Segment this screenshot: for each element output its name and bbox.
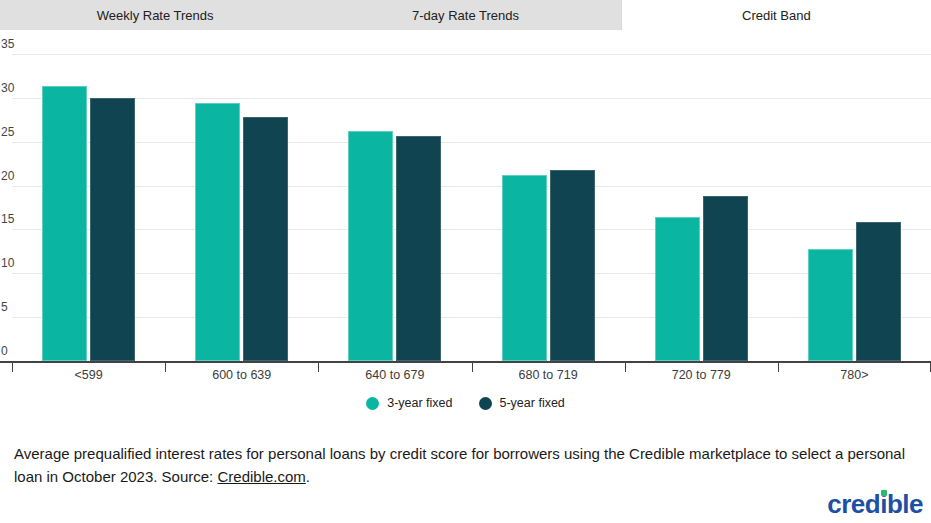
y-axis-label-30: 30 xyxy=(1,82,14,94)
bar-chart: 0 5 10 15 20 25 30 35 <599600 to 639640 to 67968… xyxy=(0,30,931,422)
bar-5-year-fixed-4[interactable] xyxy=(550,170,595,361)
bar-5-year-fixed-2[interactable] xyxy=(243,117,288,361)
gridline-25 xyxy=(12,142,931,143)
x-axis-tick-0 xyxy=(12,363,13,372)
bar-3-year-fixed-1[interactable] xyxy=(42,86,87,361)
x-axis-tick-2 xyxy=(318,363,319,372)
bar-5-year-fixed-5[interactable] xyxy=(703,196,748,361)
y-axis-label-25: 25 xyxy=(1,126,14,138)
gridline-20 xyxy=(12,186,931,187)
chart-legend: 3-year fixed 5-year fixed xyxy=(0,396,931,410)
x-axis-tick-4 xyxy=(625,363,626,372)
gridline-30 xyxy=(12,98,931,99)
legend-label-5-year-fixed: 5-year fixed xyxy=(500,396,565,410)
y-axis-label-5: 5 xyxy=(1,301,8,313)
legend-dot-5-year-fixed xyxy=(479,397,492,410)
gridline-15 xyxy=(12,229,931,230)
bar-3-year-fixed-3[interactable] xyxy=(348,131,393,361)
x-axis-label-4: 680 to 719 xyxy=(472,368,625,382)
tab-credit-band[interactable]: Credit Band xyxy=(621,0,931,30)
gridline-5 xyxy=(12,317,931,318)
bar-5-year-fixed-1[interactable] xyxy=(90,98,135,361)
x-axis-tick-1 xyxy=(165,363,166,372)
tab-weekly-rate-trends[interactable]: Weekly Rate Trends xyxy=(0,0,310,30)
tab-bar: Weekly Rate Trends 7-day Rate Trends Cre… xyxy=(0,0,931,30)
x-axis-label-6: 780> xyxy=(778,368,931,382)
gridline-35 xyxy=(12,54,931,55)
x-axis-label-3: 640 to 679 xyxy=(318,368,471,382)
x-axis-tick-3 xyxy=(472,363,473,372)
x-axis-baseline xyxy=(0,361,931,363)
y-axis-label-20: 20 xyxy=(1,170,14,182)
tab-7-day-rate-trends[interactable]: 7-day Rate Trends xyxy=(310,0,620,30)
credible-source-link[interactable]: Credible.com xyxy=(217,468,305,485)
y-axis-label-15: 15 xyxy=(1,213,14,225)
legend-label-3-year-fixed: 3-year fixed xyxy=(387,396,452,410)
legend-item-3-year-fixed: 3-year fixed xyxy=(366,396,452,410)
x-axis-label-2: 600 to 639 xyxy=(165,368,318,382)
credible-logo: credible xyxy=(827,491,923,517)
chart-caption: Average prequalified interest rates for … xyxy=(14,443,917,488)
x-axis-label-5: 720 to 779 xyxy=(625,368,778,382)
legend-dot-3-year-fixed xyxy=(366,397,379,410)
legend-item-5-year-fixed: 5-year fixed xyxy=(479,396,565,410)
x-axis-label-1: <599 xyxy=(12,368,165,382)
bar-3-year-fixed-6[interactable] xyxy=(808,249,853,361)
y-axis-label-0: 0 xyxy=(1,345,8,357)
bar-5-year-fixed-6[interactable] xyxy=(856,222,901,361)
y-axis-label-35: 35 xyxy=(1,38,14,50)
gridline-10 xyxy=(12,273,931,274)
logo-text-end: ble xyxy=(887,489,923,519)
bar-3-year-fixed-5[interactable] xyxy=(655,217,700,361)
logo-text: cred xyxy=(827,489,880,519)
bar-3-year-fixed-2[interactable] xyxy=(195,103,240,361)
logo-i-green-dot: i xyxy=(880,489,887,519)
bar-5-year-fixed-3[interactable] xyxy=(396,136,441,361)
caption-text-end: . xyxy=(306,468,310,485)
x-axis-tick-5 xyxy=(778,363,779,372)
bar-3-year-fixed-4[interactable] xyxy=(502,175,547,361)
caption-text: Average prequalified interest rates for … xyxy=(14,445,905,485)
page: Weekly Rate Trends 7-day Rate Trends Cre… xyxy=(0,0,931,523)
y-axis-label-10: 10 xyxy=(1,257,14,269)
